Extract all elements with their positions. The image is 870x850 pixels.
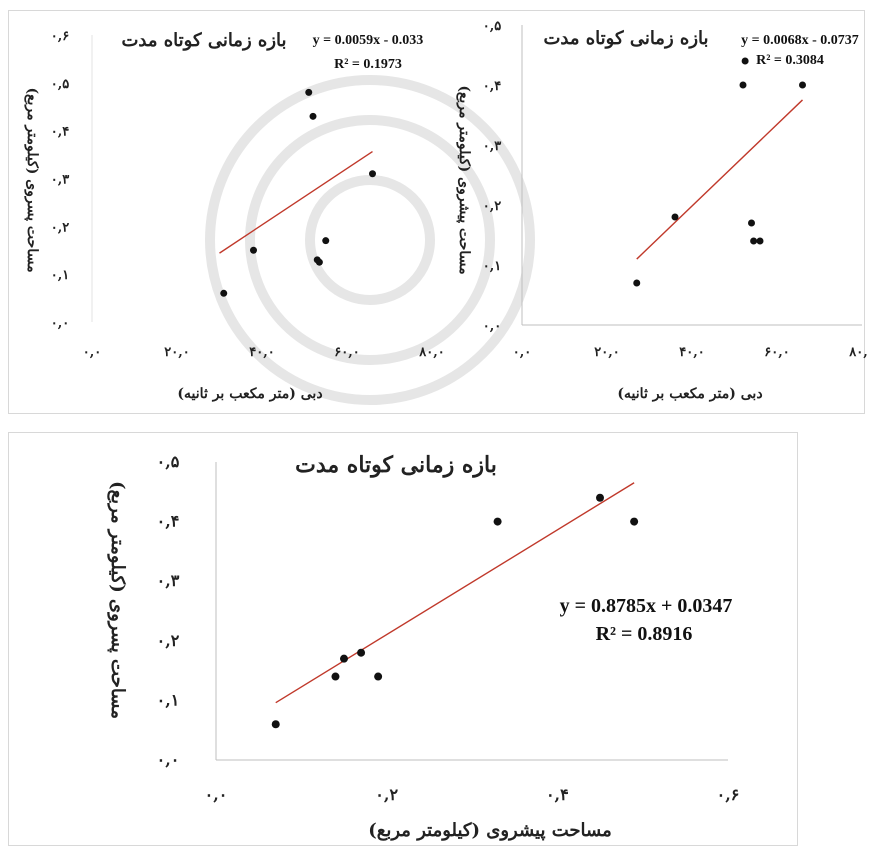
x-tick-label: ۰,۴ bbox=[546, 785, 569, 804]
data-point bbox=[322, 237, 330, 245]
y-tick-label: ۰,۱ bbox=[157, 690, 180, 709]
data-point bbox=[271, 720, 280, 729]
x-tick-label: ۲۰,۰ bbox=[164, 345, 189, 360]
data-point bbox=[741, 57, 749, 65]
data-point bbox=[220, 289, 228, 297]
data-point bbox=[633, 279, 641, 287]
x-tick-label: ۸۰,۰ bbox=[418, 345, 444, 360]
x-tick-label: ۶۰,۰ bbox=[334, 345, 359, 360]
chart-2: ۰,۰ ۲۰,۰ ۴۰,۰ ۶۰,۰ ۸۰,۰ ۰,۰ ۰,۱ ۰,۲ ۰,۳ ۰,۴ ۰,۵ باز… bbox=[456, 19, 870, 402]
x-tick-label: ۰,۲ bbox=[375, 785, 398, 804]
data-point bbox=[309, 112, 317, 120]
y-tick-label: ۰,۵ bbox=[51, 77, 70, 92]
chart-frame-bottom bbox=[8, 432, 798, 846]
data-point bbox=[315, 258, 323, 266]
y-tick-label: ۰,۰ bbox=[157, 750, 180, 769]
y-tick-label: ۰,۴ bbox=[483, 79, 502, 94]
trend-equation: y = 0.0068x - 0.0737 bbox=[741, 33, 859, 48]
x-tick-label: ۴۰,۰ bbox=[249, 345, 274, 360]
trend-equation: y = 0.8785x + 0.0347 bbox=[560, 595, 733, 617]
r-squared: R² = 0.8916 bbox=[596, 623, 693, 645]
y-tick-label: ۰,۳ bbox=[157, 571, 180, 590]
x-tick-label: ۰,۰ bbox=[83, 345, 102, 360]
data-point bbox=[331, 672, 340, 681]
y-tick-label: ۰,۶ bbox=[51, 29, 70, 44]
data-point bbox=[630, 517, 639, 526]
data-point bbox=[340, 654, 348, 663]
y-tick-label: ۰,۲ bbox=[51, 220, 70, 235]
y-tick-label: ۰,۱ bbox=[483, 259, 502, 274]
trendline bbox=[219, 150, 373, 254]
y-tick-label: ۰,۲ bbox=[483, 199, 502, 214]
data-point bbox=[305, 88, 313, 96]
chart-1: ۰,۰ ۲۰,۰ ۴۰,۰ ۶۰,۰ ۸۰,۰ ۰,۰ ۰,۱ ۰,۲ ۰,۳ ۰,۴ ۰,۵ ۰,۶… bbox=[24, 29, 445, 402]
y-tick-label: ۰,۰ bbox=[483, 319, 502, 334]
trend-equation: y = 0.0059x - 0.033 bbox=[313, 33, 424, 48]
y-tick-label: ۰,۳ bbox=[51, 173, 70, 188]
chart-title: بازه زمانی کوتاه مدت bbox=[121, 30, 286, 51]
y-tick-label: ۰,۵ bbox=[157, 452, 180, 471]
data-point bbox=[750, 237, 758, 245]
data-point bbox=[596, 493, 604, 502]
chart-title: بازه زمانی کوتاه مدت bbox=[295, 452, 497, 478]
x-tick-label: ۲۰,۰ bbox=[594, 345, 619, 360]
x-tick-label: ۸۰,۰ bbox=[848, 345, 870, 360]
y-axis-label: مساحت پسروی (کیلومتر مربع) bbox=[24, 87, 40, 272]
x-axis-label: مساحت پیشروی (کیلومتر مربع) bbox=[368, 820, 611, 841]
trendline bbox=[275, 482, 635, 704]
y-axis-label: مساحت پیشروی (کیلومتر مربع) bbox=[456, 85, 472, 274]
data-point bbox=[671, 213, 679, 221]
x-tick-label: ۰,۶ bbox=[717, 785, 740, 804]
y-axis-label: مساحت پسروی (کیلومتر مربع) bbox=[107, 481, 128, 719]
y-tick-label: ۰,۲ bbox=[157, 631, 180, 650]
r-squared: R² = 0.3084 bbox=[756, 53, 824, 68]
trendline bbox=[636, 99, 803, 260]
chart-title: بازه زمانی کوتاه مدت bbox=[543, 28, 708, 49]
y-tick-label: ۰,۵ bbox=[483, 19, 502, 34]
data-point bbox=[250, 246, 257, 254]
y-tick-label: ۰,۱ bbox=[51, 268, 70, 283]
chart-3: ۰,۰ ۰,۲ ۰,۴ ۰,۶ ۰,۰ ۰,۱ ۰,۲ ۰,۳ ۰,۴ ۰,۵ بازه زمانی… bbox=[107, 452, 739, 841]
y-tick-label: ۰,۰ bbox=[51, 316, 70, 331]
data-point bbox=[739, 81, 747, 89]
data-point bbox=[369, 170, 376, 178]
y-tick-label: ۰,۴ bbox=[51, 125, 70, 140]
r-squared: R² = 0.1973 bbox=[334, 57, 402, 72]
y-tick-label: ۰,۳ bbox=[483, 139, 502, 154]
x-tick-label: ۰,۰ bbox=[513, 345, 532, 360]
x-axis-label: دبی (متر مکعب بر ثانیه) bbox=[617, 386, 762, 402]
data-point bbox=[357, 648, 366, 657]
x-axis-label: دبی (متر مکعب بر ثانیه) bbox=[177, 386, 322, 402]
data-point bbox=[374, 672, 383, 681]
x-tick-label: ۴۰,۰ bbox=[679, 345, 704, 360]
y-tick-label: ۰,۴ bbox=[157, 512, 180, 531]
data-point bbox=[799, 81, 806, 89]
data-point bbox=[493, 517, 502, 526]
data-point bbox=[756, 237, 764, 245]
x-tick-label: ۶۰,۰ bbox=[764, 345, 789, 360]
x-tick-label: ۰,۰ bbox=[205, 785, 228, 804]
data-point bbox=[748, 219, 755, 227]
